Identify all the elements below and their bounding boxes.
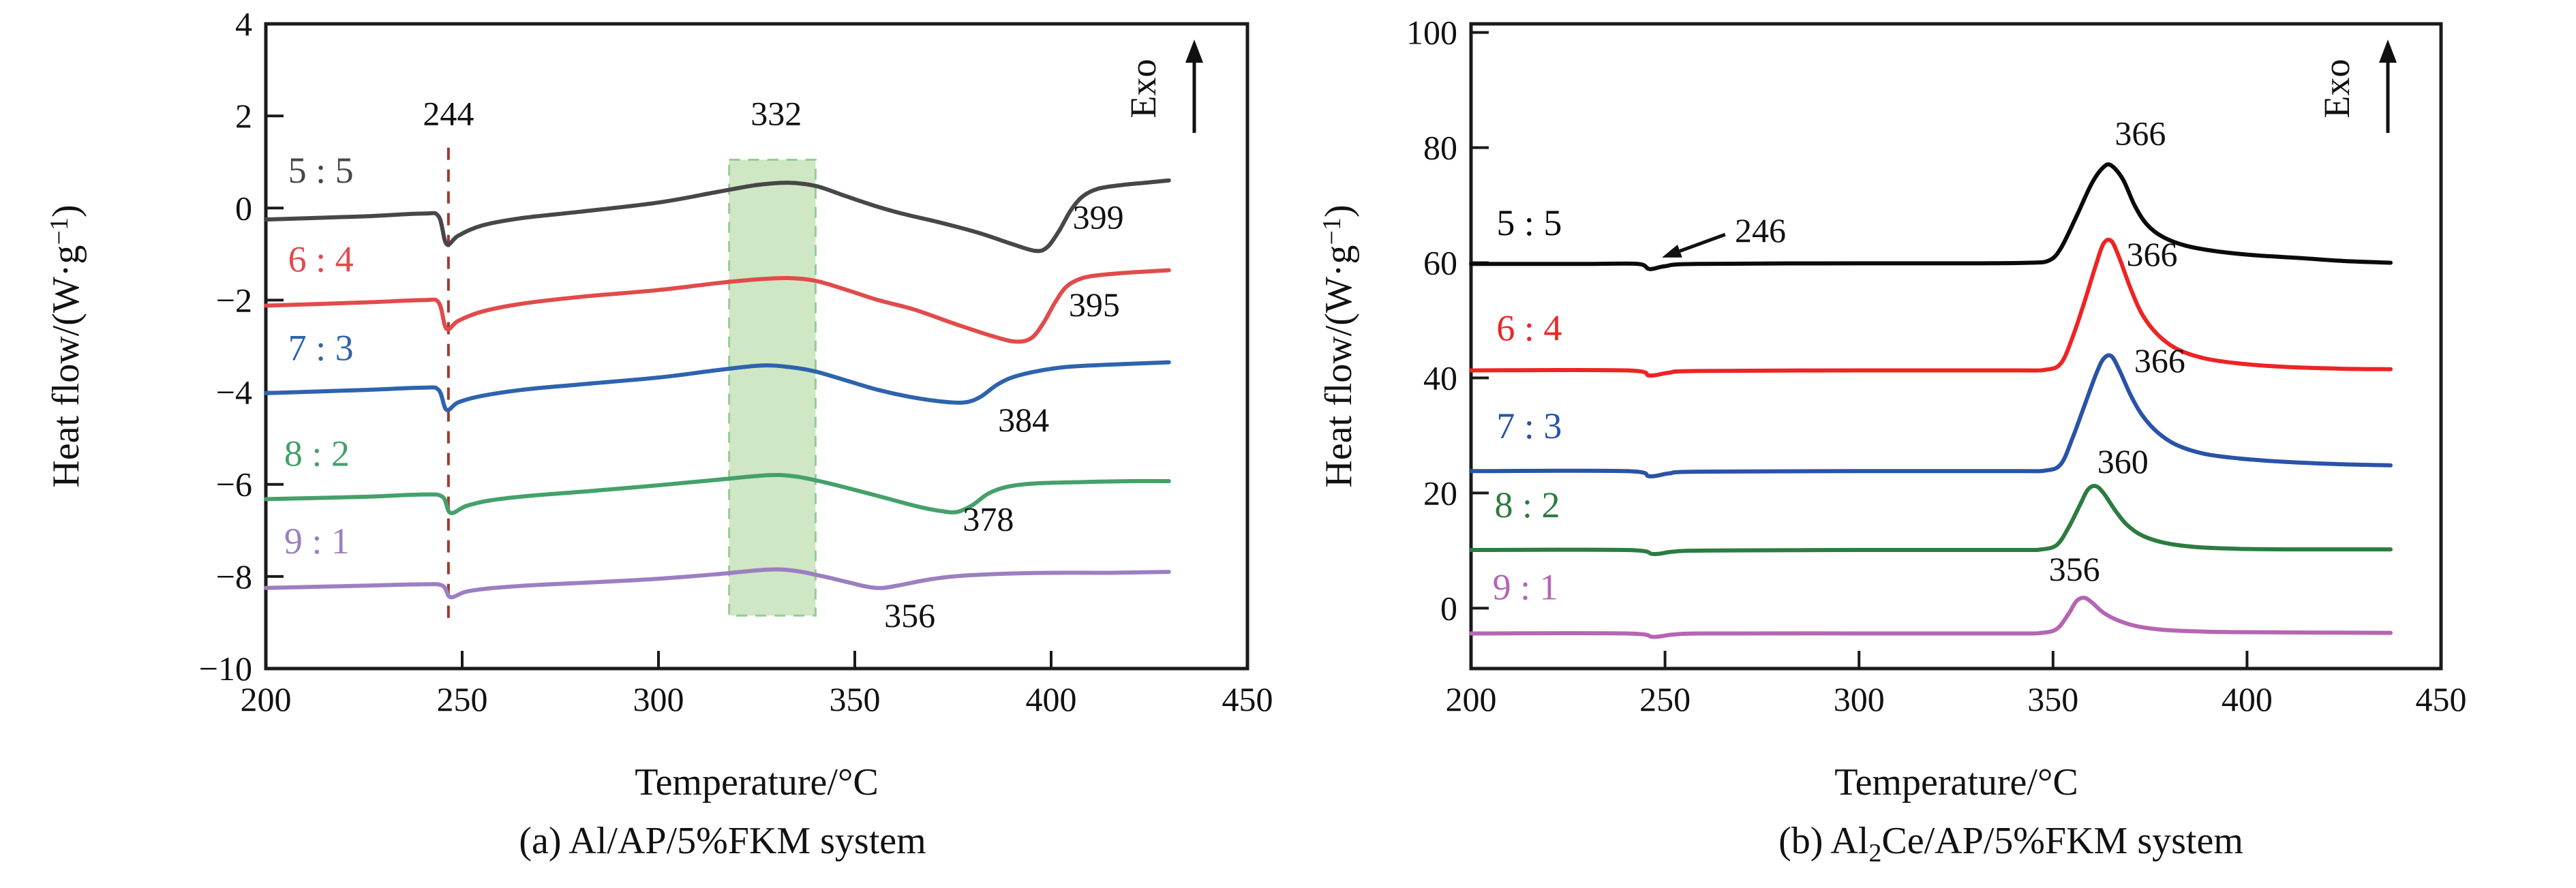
x-tick-label: 250 [1639, 680, 1691, 718]
y-tick-label: −8 [216, 557, 252, 596]
dsc-curve-5:5 [1469, 162, 2393, 271]
exo-label: Exo [2316, 59, 2357, 119]
y-tick-label: 80 [1423, 129, 1457, 167]
exo-arrow-head [1185, 40, 1203, 63]
x-tick-label: 450 [1222, 680, 1273, 718]
dsc-curve-9:1 [264, 567, 1171, 600]
y-tick-label: 40 [1423, 358, 1457, 397]
dsc-curve-7:3 [264, 360, 1171, 412]
peak-temperature-label: 366 [2134, 341, 2185, 380]
dsc-curve-6:4 [264, 268, 1171, 344]
y-tick-label: −4 [216, 373, 252, 412]
x-tick-label: 350 [830, 680, 881, 718]
annotation-arrow-head [1662, 244, 1682, 258]
y-axis-label: Heat flow/(W·g−1​) [1318, 204, 1360, 487]
series-ratio-label: 5 : 5 [1496, 202, 1562, 243]
x-tick-label: 250 [437, 680, 488, 718]
dsc-curve-9:1 [1469, 596, 2393, 639]
peak-temperature-label: 384 [998, 401, 1049, 439]
y-tick-label: −6 [216, 465, 252, 504]
y-tick-label: 20 [1423, 474, 1457, 512]
dsc-curve-8:2 [264, 472, 1171, 515]
series-ratio-label: 6 : 4 [288, 239, 354, 280]
series-ratio-label: 8 : 2 [284, 433, 350, 474]
y-tick-label: 4 [235, 5, 252, 43]
y-tick-label: −2 [216, 281, 252, 319]
peak-temperature-label: 360 [2097, 442, 2149, 480]
peak-temperature-label: 366 [2126, 235, 2177, 273]
x-axis-label: Temperature/°C [635, 761, 878, 803]
series-ratio-label: 5 : 5 [288, 150, 354, 191]
dsc-curve-7:3 [1469, 353, 2393, 478]
y-tick-label: 60 [1423, 244, 1457, 282]
x-tick-label: 300 [633, 680, 684, 718]
x-tick-label: 300 [1834, 680, 1885, 718]
y-axis-label: Heat flow/(W·g−1​) [45, 204, 87, 487]
subfigure-caption: (b) Al2​Ce/AP/5%FKM system [1778, 820, 2243, 868]
series-ratio-label: 6 : 4 [1496, 308, 1562, 349]
series-ratio-label: 9 : 1 [1493, 567, 1558, 608]
x-tick-label: 450 [2416, 680, 2467, 718]
peak-temperature-label: 356 [2049, 550, 2100, 588]
plot-border [264, 22, 1249, 671]
subfigure-caption: (a) Al/AP/5%FKM system [519, 820, 926, 862]
series-ratio-label: 7 : 3 [1496, 405, 1562, 446]
highlight-band [728, 158, 817, 617]
peak-temperature-label: 356 [884, 596, 935, 634]
x-tick-label: 400 [2222, 680, 2273, 718]
peak-temperature-label: 378 [963, 500, 1014, 538]
peak-temperature-label: 395 [1069, 286, 1120, 324]
band-temperature-label: 332 [751, 95, 802, 133]
x-tick-label: 200 [241, 680, 292, 718]
plot-border [1469, 22, 2443, 671]
y-tick-label: 100 [1406, 14, 1457, 52]
x-tick-label: 200 [1446, 680, 1497, 718]
y-tick-label: 2 [235, 97, 252, 135]
dsc-chart-b: 200 250 300 350 400 450 0 20 40 60 80 100 5 : 5 366 6 … [1318, 14, 2467, 868]
x-tick-label: 350 [2027, 680, 2078, 718]
dsc-curve-8:2 [1469, 484, 2393, 556]
chart-panel-b: 200 250 300 350 400 450 0 20 40 60 80 100 5 : 5 366 6 … [1295, 0, 2576, 888]
annotation-arrow-shaft [1679, 232, 1726, 253]
series-ratio-label: 7 : 3 [288, 327, 354, 368]
dsc-chart-a: 332 244 200 250 300 350 400 450 −10 −8 −6 −4 −2 0 2 4 5 … [45, 5, 1273, 862]
y-tick-label: −10 [199, 649, 252, 688]
onset-temperature-label: 246 [1735, 211, 1786, 249]
peak-temperature-label: 366 [2115, 114, 2166, 152]
dsc-curve-6:4 [1469, 237, 2393, 378]
x-tick-label: 400 [1026, 680, 1077, 718]
exo-arrow-head [2379, 40, 2397, 63]
series-ratio-label: 8 : 2 [1495, 485, 1560, 525]
y-tick-label: 0 [1440, 589, 1457, 627]
peak-temperature-label: 399 [1073, 198, 1124, 236]
marker-temperature-label: 244 [423, 95, 474, 133]
series-ratio-label: 9 : 1 [284, 521, 350, 562]
y-tick-label: 0 [235, 189, 252, 227]
chart-panel-a: 332 244 200 250 300 350 400 450 −10 −8 −6 −4 −2 0 2 4 5 … [45, 5, 1273, 862]
dsc-curve-5:5 [264, 178, 1171, 254]
x-axis-label: Temperature/°C [1834, 761, 2078, 803]
exo-label: Exo [1123, 59, 1164, 119]
